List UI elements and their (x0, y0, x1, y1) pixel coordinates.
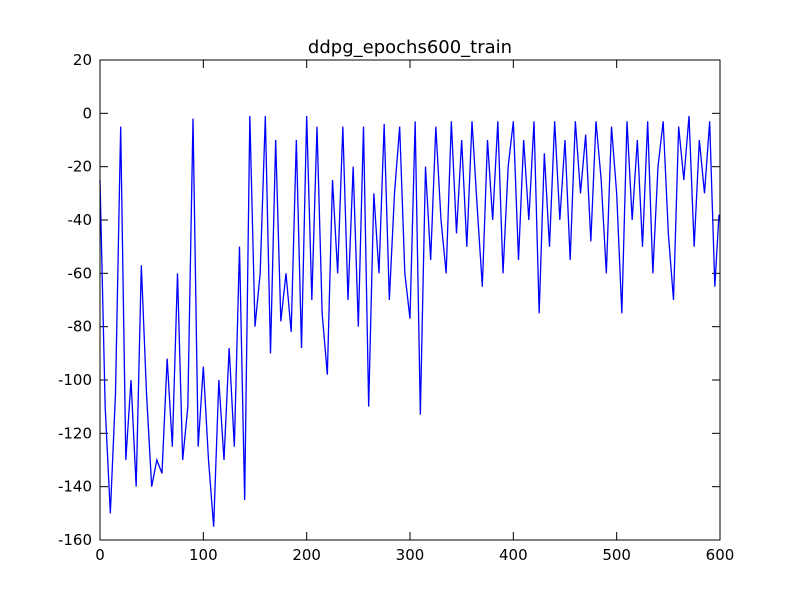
x-tick-label: 0 (95, 546, 105, 564)
y-tick-label: -20 (68, 158, 93, 176)
x-tick-label: 500 (602, 546, 631, 564)
x-tick-label: 600 (706, 546, 735, 564)
y-tick-label: -80 (68, 318, 93, 336)
y-tick-label: 0 (82, 104, 92, 122)
y-tick-label: -140 (58, 478, 92, 496)
y-tick-label: -40 (68, 211, 93, 229)
x-tick-label: 100 (189, 546, 218, 564)
y-tick-label: 20 (73, 51, 92, 69)
data-line (99, 115, 720, 527)
y-tick-label: -120 (58, 424, 92, 442)
x-tick-label: 300 (396, 546, 425, 564)
x-tick-label: 400 (499, 546, 528, 564)
y-tick-label: -60 (68, 264, 93, 282)
x-tick-label: 200 (292, 546, 321, 564)
y-tick-label: -160 (58, 531, 92, 549)
y-tick-label: -100 (58, 371, 92, 389)
chart-title: ddpg_epochs600_train (308, 37, 512, 58)
plot-frame (99, 59, 721, 541)
